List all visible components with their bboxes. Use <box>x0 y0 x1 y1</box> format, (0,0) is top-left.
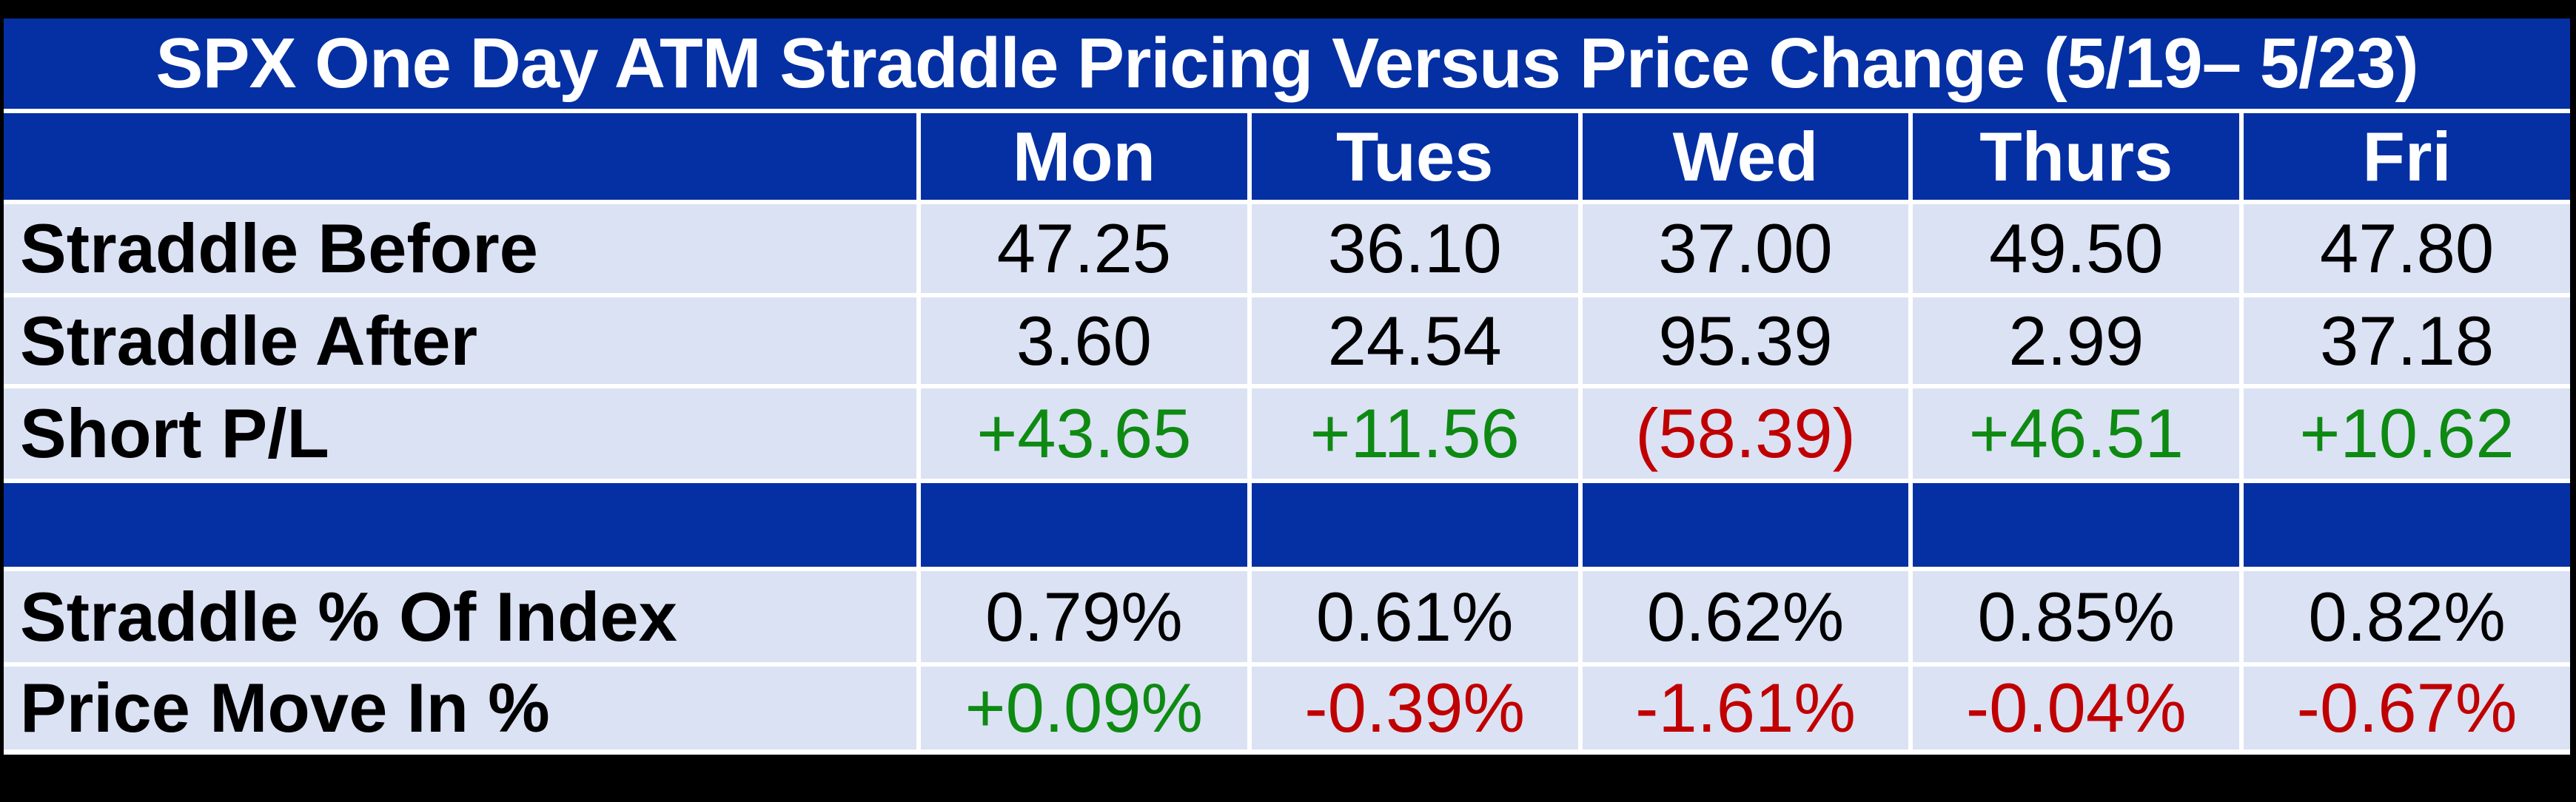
value-text: 0.85% <box>1977 577 2176 656</box>
value-cell: +46.51 <box>1913 388 2240 479</box>
straddle-table: SPX One Day ATM Straddle Pricing Versus … <box>4 18 2570 755</box>
column-header-fri: Fri <box>2244 113 2570 200</box>
value-cell: +10.62 <box>2244 388 2570 479</box>
value-cell: +11.56 <box>1251 388 1578 479</box>
spacer-cell <box>4 483 916 567</box>
value-text: 36.10 <box>1327 209 1502 287</box>
value-cell: 0.61% <box>1251 571 1578 662</box>
spacer-cell <box>1582 483 1909 567</box>
value-text: 2.99 <box>2008 301 2144 380</box>
value-cell: 47.80 <box>2244 204 2570 293</box>
row-label-price-move-in-pct: Price Move In % <box>4 667 916 749</box>
value-text: 3.60 <box>1016 301 1152 380</box>
value-cell: 0.85% <box>1913 571 2240 662</box>
value-cell: 3.60 <box>921 297 1247 384</box>
spacer-cell <box>921 483 1247 567</box>
value-text: 49.50 <box>1989 209 2164 287</box>
value-text: 0.79% <box>985 577 1183 656</box>
spacer-cell <box>1251 483 1578 567</box>
value-text: 47.80 <box>2319 209 2495 287</box>
row-label-straddle-after: Straddle After <box>4 297 916 384</box>
value-cell: +0.09% <box>921 667 1247 749</box>
column-header-mon: Mon <box>921 113 1247 200</box>
value-text: -0.39% <box>1304 669 1526 747</box>
value-cell: (58.39) <box>1582 388 1909 479</box>
value-cell: 36.10 <box>1251 204 1578 293</box>
column-header-blank <box>4 113 916 200</box>
value-cell: 0.79% <box>921 571 1247 662</box>
value-cell: 24.54 <box>1251 297 1578 384</box>
value-cell: 49.50 <box>1913 204 2240 293</box>
value-cell: 2.99 <box>1913 297 2240 384</box>
value-text: +11.56 <box>1309 394 1520 472</box>
spacer-cell <box>2244 483 2570 567</box>
value-text: 37.00 <box>1658 209 1833 287</box>
row-label-straddle-pct-of-index: Straddle % Of Index <box>4 571 916 662</box>
value-cell: +43.65 <box>921 388 1247 479</box>
value-text: 0.82% <box>2308 577 2506 656</box>
value-cell: 37.18 <box>2244 297 2570 384</box>
value-text: 0.61% <box>1315 577 1514 656</box>
column-header-wed: Wed <box>1582 113 1909 200</box>
value-text: 0.62% <box>1646 577 1845 656</box>
row-label-short-pl: Short P/L <box>4 388 916 479</box>
value-text: +0.09% <box>965 669 1204 747</box>
row-label-straddle-before: Straddle Before <box>4 204 916 293</box>
value-text: (58.39) <box>1635 394 1856 472</box>
value-text: 47.25 <box>996 209 1172 287</box>
value-cell: -0.67% <box>2244 667 2570 749</box>
column-header-tues: Tues <box>1251 113 1578 200</box>
value-text: -0.67% <box>2296 669 2518 747</box>
table-title: SPX One Day ATM Straddle Pricing Versus … <box>4 18 2570 109</box>
value-cell: 47.25 <box>921 204 1247 293</box>
value-text: -0.04% <box>1965 669 2187 747</box>
value-text: 95.39 <box>1658 301 1833 380</box>
value-text: 24.54 <box>1327 301 1502 380</box>
value-cell: 0.82% <box>2244 571 2570 662</box>
value-cell: -1.61% <box>1582 667 1909 749</box>
value-text: +43.65 <box>976 394 1192 472</box>
value-cell: 0.62% <box>1582 571 1909 662</box>
value-text: 37.18 <box>2319 301 2495 380</box>
value-text: +10.62 <box>2299 394 2515 472</box>
value-cell: 37.00 <box>1582 204 1909 293</box>
spacer-cell <box>1913 483 2240 567</box>
column-header-thurs: Thurs <box>1913 113 2240 200</box>
value-text: +46.51 <box>1968 394 2184 472</box>
value-cell: 95.39 <box>1582 297 1909 384</box>
value-cell: -0.04% <box>1913 667 2240 749</box>
value-text: -1.61% <box>1635 669 1856 747</box>
value-cell: -0.39% <box>1251 667 1578 749</box>
